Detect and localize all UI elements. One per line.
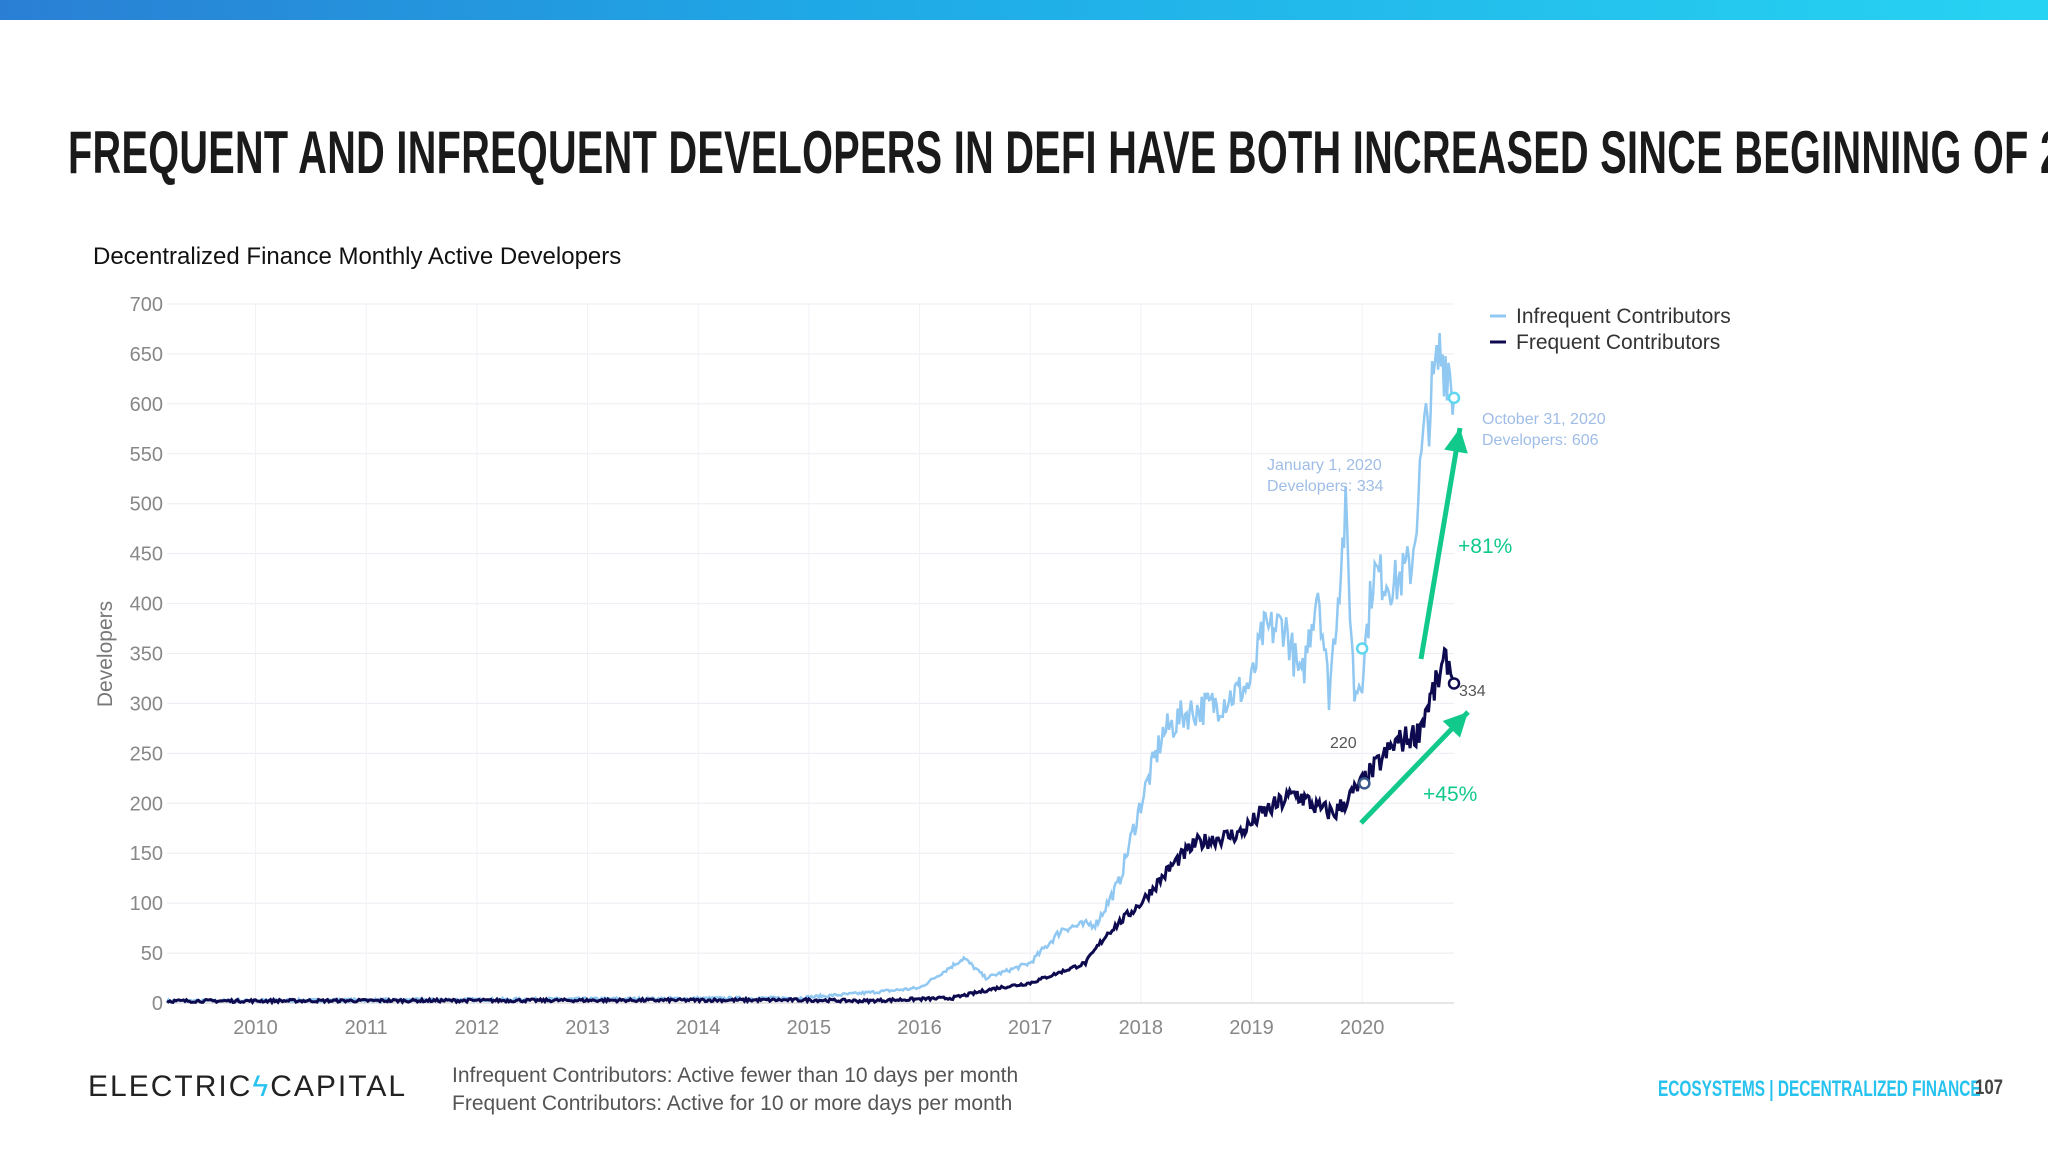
x-tick-label: 2015	[787, 1017, 832, 1039]
electric-capital-logo: ELECTRICϟCAPITAL	[88, 1070, 408, 1103]
note-frequent: Frequent Contributors: Active for 10 or …	[452, 1092, 1013, 1115]
marker-jan-infrequent	[1355, 642, 1369, 655]
top-accent-bar	[0, 0, 2048, 20]
infrequent-change-label: +81%	[1458, 535, 1512, 558]
y-tick-label: 0	[152, 993, 163, 1015]
x-tick-label: 2019	[1229, 1017, 1274, 1039]
freq-start-label: 220	[1330, 735, 1357, 752]
y-tick-label: 400	[130, 594, 163, 616]
x-tick-label: 2014	[676, 1017, 721, 1039]
definitions: Infrequent Contributors: Active fewer th…	[452, 1062, 1018, 1118]
y-tick-label: 350	[130, 644, 163, 666]
oct-label-date: October 31, 2020	[1482, 411, 1606, 428]
slide-title: FREQUENT AND INFREQUENT DEVELOPERS IN DE…	[68, 119, 2048, 186]
infrequent-growth-arrow-head	[1444, 428, 1468, 454]
x-tick-label: 2016	[897, 1017, 942, 1039]
infrequent-growth-arrow	[1418, 427, 1463, 660]
y-tick-label: 200	[130, 793, 163, 815]
y-tick-label: 100	[130, 893, 163, 915]
x-tick-label: 2018	[1119, 1017, 1164, 1039]
y-tick-label: 150	[130, 843, 163, 865]
oct-label-value: Developers: 606	[1482, 432, 1599, 449]
frequent-growth-arrow	[1359, 710, 1470, 825]
legend: Infrequent Contributors Frequent Contrib…	[1490, 305, 1731, 354]
legend-frequent: Frequent Contributors	[1516, 331, 1720, 354]
note-infrequent: Infrequent Contributors: Active fewer th…	[452, 1064, 1019, 1087]
y-axis-label: Developers	[94, 601, 117, 707]
frequent-growth-arrow-head	[1442, 712, 1468, 738]
series-infrequent-line	[165, 332, 1456, 1005]
y-tick-label: 500	[130, 494, 163, 516]
y-tick-label: 650	[130, 344, 163, 366]
x-tick-label: 2012	[455, 1017, 500, 1039]
page-number: 107	[1975, 1076, 2004, 1099]
y-tick-label: 50	[141, 943, 163, 965]
jan-label-value: Developers: 334	[1267, 478, 1384, 495]
y-tick-label: 700	[130, 294, 163, 316]
freq-end-label: 334	[1459, 683, 1486, 700]
y-tick-label: 550	[130, 444, 163, 466]
footer-separator: |	[1769, 1076, 1774, 1101]
x-tick-label: 2011	[345, 1017, 388, 1039]
marker-oct-frequent	[1447, 677, 1461, 690]
marker-jan-frequent	[1358, 777, 1371, 790]
marker-oct-infrequent	[1447, 391, 1461, 405]
footer-section: ECOSYSTEMS | DECENTRALIZED FINANCE	[1658, 1076, 1981, 1102]
x-tick-label: 2010	[233, 1017, 278, 1039]
x-tick-label: 2013	[565, 1017, 610, 1039]
y-tick-label: 300	[130, 693, 163, 715]
legend-infrequent: Infrequent Contributors	[1516, 305, 1731, 328]
y-tick-label: 450	[130, 544, 163, 566]
series-frequent-line	[166, 645, 1456, 1006]
footer-topic: DECENTRALIZED FINANCE	[1777, 1076, 1981, 1101]
y-tick-label: 250	[130, 743, 163, 765]
frequent-change-label: +45%	[1423, 783, 1477, 806]
y-tick-label: 600	[130, 394, 163, 416]
x-tick-label: 2020	[1340, 1017, 1385, 1039]
chart-title: Decentralized Finance Monthly Active Dev…	[93, 243, 622, 270]
x-tick-label: 2017	[1008, 1017, 1053, 1039]
jan-label-date: January 1, 2020	[1267, 457, 1382, 474]
footer-ecosystems: ECOSYSTEMS	[1658, 1076, 1765, 1101]
